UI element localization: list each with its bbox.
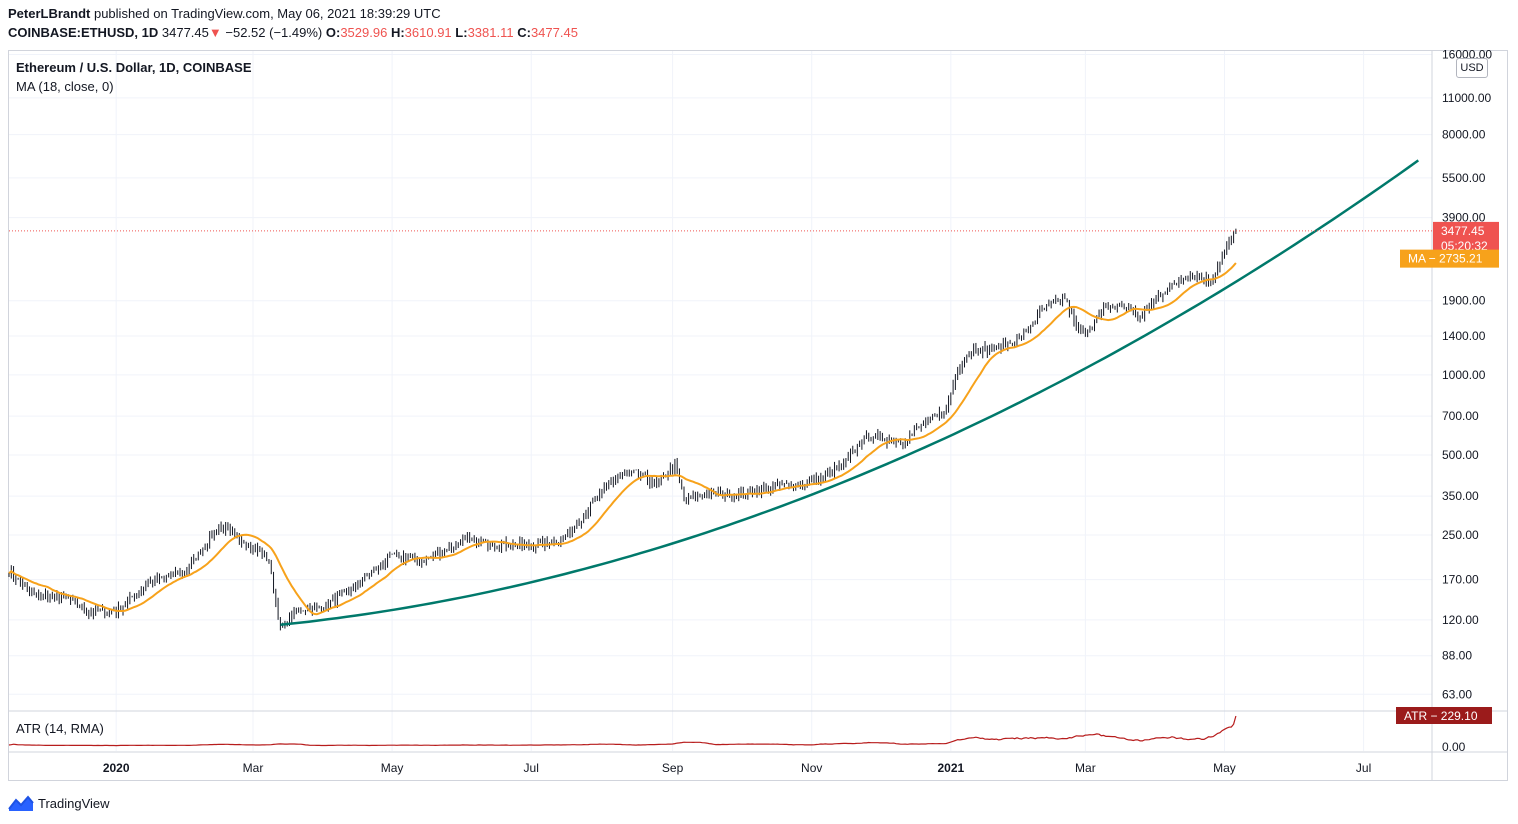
- price-tick-label: 88.00: [1442, 649, 1472, 663]
- publish-text: published on TradingView.com, May 06, 20…: [90, 6, 441, 21]
- high-value: 3610.91: [404, 25, 452, 40]
- time-tick-label: Mar: [243, 761, 264, 775]
- grid-lines: [9, 51, 1432, 751]
- countdown-tag: 05:20:32: [1441, 239, 1488, 253]
- price-tick-label: 8000.00: [1442, 128, 1486, 142]
- down-arrow-icon: ▼: [208, 25, 222, 40]
- symbol-ohlc-line: COINBASE:ETHUSD, 1D 3477.45▼ −52.52 (−1.…: [8, 25, 578, 40]
- time-tick-label: May: [1213, 761, 1236, 775]
- change-value: −52.52 (−1.49%): [225, 25, 323, 40]
- low-value: 3381.11: [467, 25, 514, 40]
- price-tick-labels: 16000.0011000.008000.005500.003900.00190…: [1442, 48, 1492, 754]
- last-price-tag-bg: [1433, 221, 1499, 255]
- last-price-value: 3477.45: [161, 25, 209, 40]
- candles: [8, 228, 1237, 631]
- close-value: 3477.45: [530, 25, 578, 40]
- author-name[interactable]: PeterLBrandt: [8, 6, 91, 21]
- tradingview-logo-icon: [8, 795, 34, 811]
- price-tick-label: 1000.00: [1442, 368, 1486, 382]
- currency-button[interactable]: USD: [1456, 58, 1488, 78]
- price-tick-label: 1400.00: [1442, 329, 1486, 343]
- time-tick-label: Sep: [662, 761, 684, 775]
- chart-title: Ethereum / U.S. Dollar, 1D, COINBASE: [16, 60, 252, 75]
- atr-value-tag-bg: [1396, 707, 1492, 724]
- time-tick-label: May: [381, 761, 404, 775]
- price-tick-label: 700.00: [1442, 409, 1479, 423]
- ma-value-tag-bg: [1400, 249, 1499, 268]
- atr-line: [8, 715, 1237, 747]
- atr-zero-label: 0.00: [1442, 740, 1466, 754]
- price-tick-label: 11000.00: [1442, 91, 1491, 105]
- open-label: O:: [325, 25, 341, 40]
- ma-value-tag: MA − 2735.21: [1408, 252, 1483, 266]
- price-tick-label: 63.00: [1442, 687, 1472, 701]
- low-label: L:: [455, 25, 468, 40]
- time-tick-label: Jul: [1356, 761, 1371, 775]
- price-tick-label: 5500.00: [1442, 171, 1486, 185]
- close-label: C:: [517, 25, 531, 40]
- tradingview-brand[interactable]: TradingView: [8, 794, 110, 812]
- time-tick-label: 2020: [103, 761, 130, 775]
- price-tick-label: 1900.00: [1442, 294, 1486, 308]
- price-tick-label: 350.00: [1442, 489, 1479, 503]
- ma-legend[interactable]: MA (18, close, 0): [16, 79, 114, 94]
- price-tick-label: 250.00: [1442, 528, 1479, 542]
- price-tick-label: 3900.00: [1442, 211, 1486, 225]
- time-tick-labels: 2020 Mar May Jul Sep Nov 2021 Mar May Jul: [103, 761, 1371, 775]
- trend-line: [280, 159, 1420, 627]
- price-tick-label: 170.00: [1442, 573, 1479, 587]
- publish-info: PeterLBrandt published on TradingView.co…: [8, 6, 441, 21]
- open-value: 3529.96: [340, 25, 388, 40]
- chart-frame: [8, 50, 1508, 781]
- tradingview-brand-text: TradingView: [38, 795, 110, 811]
- symbol-label: COINBASE:ETHUSD, 1D: [8, 25, 159, 40]
- atr-value-tag: ATR − 229.10: [1404, 709, 1478, 723]
- ma-line: [8, 262, 1237, 616]
- high-label: H:: [390, 25, 405, 40]
- time-tick-label: Nov: [801, 761, 822, 775]
- time-tick-label: 2021: [937, 761, 964, 775]
- price-tick-label: 500.00: [1442, 448, 1479, 462]
- price-tick-label: 120.00: [1442, 613, 1479, 627]
- time-tick-label: Jul: [524, 761, 539, 775]
- atr-legend[interactable]: ATR (14, RMA): [16, 721, 104, 736]
- time-tick-label: Mar: [1075, 761, 1096, 775]
- last-price-tag: 3477.45: [1441, 224, 1485, 238]
